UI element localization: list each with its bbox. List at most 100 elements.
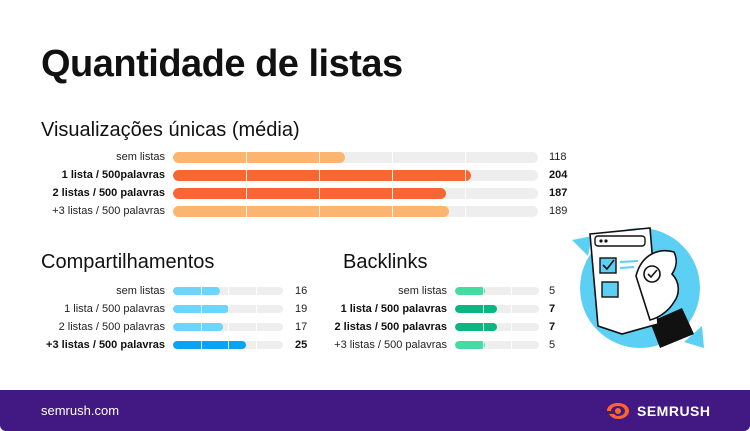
bar-value: 7 xyxy=(549,321,556,333)
bar-gridline xyxy=(255,341,257,349)
footer-bar: semrush.com SEMRUSH xyxy=(0,390,750,431)
bar-track xyxy=(173,287,283,295)
semrush-fire-icon xyxy=(607,403,629,419)
bar-gridline xyxy=(465,169,466,181)
bar-gridline xyxy=(483,305,484,313)
bar-value: 17 xyxy=(295,321,308,333)
bar-gridline xyxy=(255,287,257,295)
bar-value: 118 xyxy=(549,151,567,163)
bar-label: +3 listas / 500 palavras xyxy=(52,205,165,217)
bar xyxy=(455,323,497,331)
bar-label: +3 listas / 500 palavras xyxy=(334,339,447,351)
bar-value: 187 xyxy=(549,187,568,199)
bar-gridline xyxy=(255,323,257,331)
bar xyxy=(173,169,471,181)
bar-gridline xyxy=(465,187,466,199)
bar xyxy=(455,287,485,295)
views-chart-title: Visualizações únicas (média) xyxy=(41,119,300,141)
bar-gridline xyxy=(465,151,466,163)
bar xyxy=(173,187,447,199)
bar-track xyxy=(173,305,283,313)
bar-gridline xyxy=(228,323,229,331)
illustration-sleeve xyxy=(650,308,694,348)
bar-track xyxy=(455,287,539,295)
bar-gridline xyxy=(483,323,484,331)
bar-gridline xyxy=(319,205,320,217)
checklist-ok-hand-icon xyxy=(572,227,704,348)
bar-gridline xyxy=(246,151,247,163)
bar-gridline xyxy=(483,341,484,349)
bar-gridline xyxy=(319,187,320,199)
bar-gridline xyxy=(200,287,202,295)
illustration-check-badge-mark xyxy=(647,269,658,279)
bar-value: 25 xyxy=(295,339,308,351)
bar xyxy=(455,305,497,313)
footer-url[interactable]: semrush.com xyxy=(41,403,120,418)
bar-gridline xyxy=(255,305,257,313)
bar-gridline xyxy=(511,287,512,295)
bar-value: 5 xyxy=(549,339,556,351)
brand-name: SEMRUSH xyxy=(637,403,711,419)
bar-label: sem listas xyxy=(116,285,165,297)
bar-value: 19 xyxy=(295,303,308,315)
bar-gridline xyxy=(511,341,512,349)
bar-value: 5 xyxy=(549,285,556,297)
bar-gridline xyxy=(483,287,484,295)
bar-gridline xyxy=(511,323,512,331)
bar-track xyxy=(455,323,539,331)
bar-track xyxy=(173,205,538,217)
bar-label: sem listas xyxy=(116,151,165,163)
illustration-arrow-left xyxy=(572,236,592,256)
backlinks-chart-title: Backlinks xyxy=(343,251,428,273)
bar-gridline xyxy=(228,305,229,313)
bar xyxy=(173,151,346,163)
bar-value: 189 xyxy=(549,205,568,217)
illustration-doc-header xyxy=(594,235,646,247)
illustration-doc-line xyxy=(619,266,635,269)
bar-track xyxy=(173,169,538,181)
bar-track xyxy=(173,187,538,199)
bar-gridline xyxy=(319,169,320,181)
bar-label: 1 lista / 500palavras xyxy=(61,169,165,181)
bar xyxy=(455,341,485,349)
illustration-doc-checkbox xyxy=(601,281,619,298)
bar-label: 2 listas / 500 palavras xyxy=(52,187,165,199)
page-title: Quantidade de listas xyxy=(41,43,403,85)
bar-gridline xyxy=(200,341,202,349)
bar-gridline xyxy=(200,305,202,313)
bar-label: 1 lista / 500 palavras xyxy=(340,303,447,315)
bar-gridline xyxy=(228,287,229,295)
illustration-check-badge xyxy=(643,265,661,283)
bar-gridline xyxy=(246,187,247,199)
bar xyxy=(173,205,449,217)
bar-value: 7 xyxy=(549,303,556,315)
bar-gridline xyxy=(392,205,393,217)
illustration-arrow-right xyxy=(684,326,704,348)
shares-chart-title: Compartilhamentos xyxy=(41,251,215,273)
bar-track xyxy=(173,341,283,349)
bar-gridline xyxy=(228,341,229,349)
illustration-doc-line xyxy=(619,260,639,263)
bar-track xyxy=(455,305,539,313)
bar-track xyxy=(173,151,538,163)
bar-gridline xyxy=(319,151,320,163)
bar-value: 204 xyxy=(549,169,568,181)
illustration-doc-checkmark xyxy=(602,259,615,271)
bar-track xyxy=(455,341,539,349)
bar xyxy=(173,323,223,331)
bar-label: 2 listas / 500 palavras xyxy=(58,321,165,333)
illustration-doc-dot xyxy=(599,239,603,243)
bar-track xyxy=(173,323,283,331)
bar-value: 16 xyxy=(295,285,308,297)
brand-logo: SEMRUSH xyxy=(605,402,711,420)
illustration-doc-dot xyxy=(604,239,608,243)
bar xyxy=(173,341,247,349)
bar-label: 1 lista / 500 palavras xyxy=(64,303,165,315)
bar-gridline xyxy=(246,169,247,181)
illustration-document xyxy=(589,227,659,335)
bar-gridline xyxy=(246,205,247,217)
bar-gridline xyxy=(200,323,202,331)
bar xyxy=(173,287,220,295)
bar-gridline xyxy=(392,169,393,181)
